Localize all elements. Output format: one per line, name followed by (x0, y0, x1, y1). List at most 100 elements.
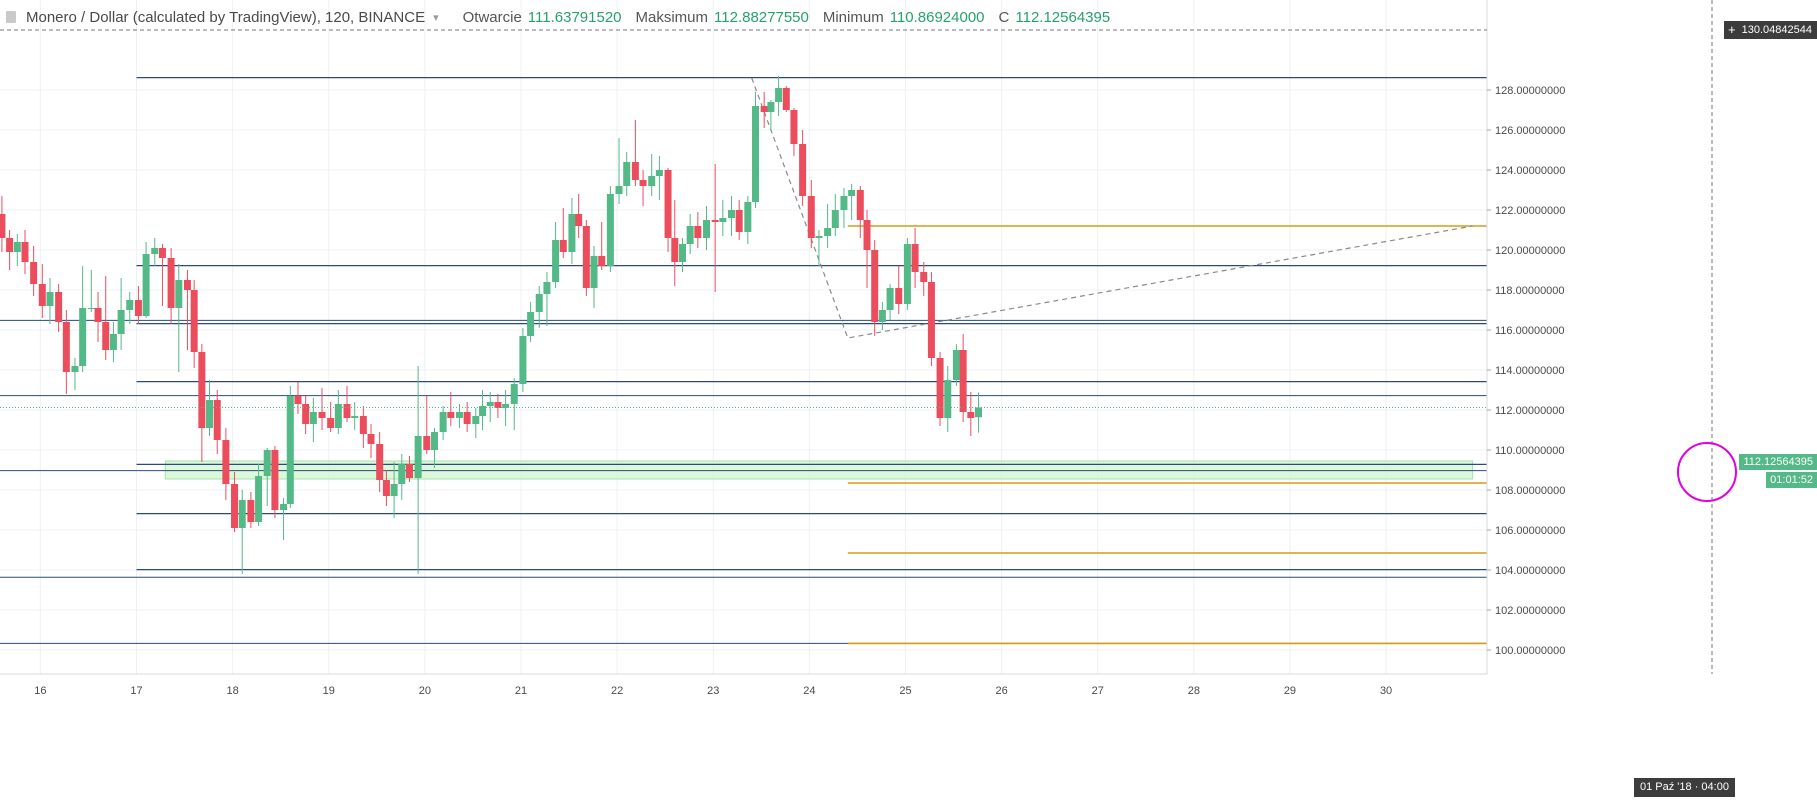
price-tick-label: 122.00000000 (1495, 205, 1565, 217)
crosshair-price-label: + 130.04842544 (1724, 21, 1817, 39)
close-label: C (998, 8, 1010, 26)
candle-body (390, 484, 398, 496)
candle (463, 402, 471, 432)
candle-body (167, 258, 175, 308)
candle-body (878, 310, 886, 322)
candle-body (158, 248, 166, 258)
candle (840, 188, 848, 228)
candle (775, 76, 783, 116)
candle-body (309, 412, 317, 424)
candle (46, 278, 54, 324)
candle-body (382, 480, 390, 496)
candle (831, 194, 839, 236)
candle-body (559, 240, 567, 252)
candle-body (552, 240, 560, 282)
candle (671, 200, 679, 286)
candle (727, 196, 735, 236)
candle (206, 380, 214, 436)
candle-body (760, 106, 768, 112)
crosshair-time-label: 01 Paź '18 · 04:00 (1634, 778, 1735, 797)
candle (183, 270, 191, 350)
candle (109, 322, 117, 362)
candle-body (871, 250, 879, 322)
candle-body (263, 450, 271, 476)
candle (167, 248, 175, 324)
candle-body (686, 226, 694, 244)
candle (430, 428, 438, 468)
candle (247, 492, 255, 528)
candle (334, 390, 342, 434)
candle (959, 334, 967, 422)
candle (686, 214, 694, 254)
candles-layer (0, 76, 983, 574)
candle (190, 280, 198, 368)
low-value: 110.86924000 (889, 8, 985, 26)
candle (952, 344, 960, 386)
candle (318, 388, 326, 430)
candle-body (71, 366, 79, 372)
high-label: Maksimum (635, 8, 709, 26)
candle-body (655, 170, 663, 176)
price-tick-label: 114.00000000 (1495, 365, 1565, 377)
candle-body (343, 404, 351, 418)
symbol-title[interactable]: Monero / Dollar (calculated by TradingVi… (26, 8, 426, 26)
candle (575, 194, 583, 238)
candle (351, 402, 359, 430)
candle (286, 386, 294, 508)
candle (568, 198, 576, 264)
candle (423, 396, 431, 454)
candle-body (134, 300, 142, 316)
support-zone (164, 460, 1474, 480)
candle-body (952, 350, 960, 380)
candle-body (367, 434, 375, 444)
candle-body (423, 436, 431, 450)
candle-body (959, 350, 967, 412)
candle (598, 222, 606, 270)
candle (87, 270, 95, 312)
candle-body (21, 242, 29, 262)
candle-body (606, 194, 614, 266)
candle (895, 266, 903, 314)
candle (158, 244, 166, 306)
candle-body (631, 162, 639, 180)
candle-body (62, 322, 70, 372)
time-tick-label: 19 (323, 685, 335, 697)
candle (151, 238, 159, 266)
candle-body (231, 484, 239, 528)
candle-body (824, 228, 832, 236)
candle (213, 390, 221, 454)
candle (382, 470, 390, 506)
chevron-down-icon[interactable]: ▾ (433, 11, 439, 24)
candle-body (598, 256, 606, 266)
price-tick-label: 112.00000000 (1495, 405, 1565, 417)
candle (871, 240, 879, 336)
candle-body (439, 412, 447, 432)
candle (735, 200, 743, 240)
candle-body (430, 432, 438, 450)
candle (911, 228, 919, 288)
price-tick-label: 126.00000000 (1495, 125, 1565, 137)
candle (664, 168, 672, 252)
candle (535, 286, 543, 328)
price-tick-label: 118.00000000 (1495, 285, 1565, 297)
candle-body (334, 404, 342, 428)
candle-body (639, 180, 647, 186)
candle (327, 402, 335, 432)
candle (198, 344, 206, 462)
candle (271, 446, 279, 518)
candle (559, 208, 567, 258)
time-tick-label: 20 (419, 685, 431, 697)
open-value: 111.63791520 (527, 8, 622, 26)
candle (376, 432, 384, 492)
candle-body (255, 476, 263, 522)
candle-body (447, 412, 455, 418)
candle-body (213, 400, 221, 440)
candle (582, 220, 590, 296)
candle-body (280, 504, 288, 510)
candle-body (967, 412, 975, 418)
candle-body (206, 400, 214, 428)
candle-body (238, 500, 246, 528)
candle-body (13, 242, 21, 252)
open-label: Otwarcie (462, 8, 522, 26)
